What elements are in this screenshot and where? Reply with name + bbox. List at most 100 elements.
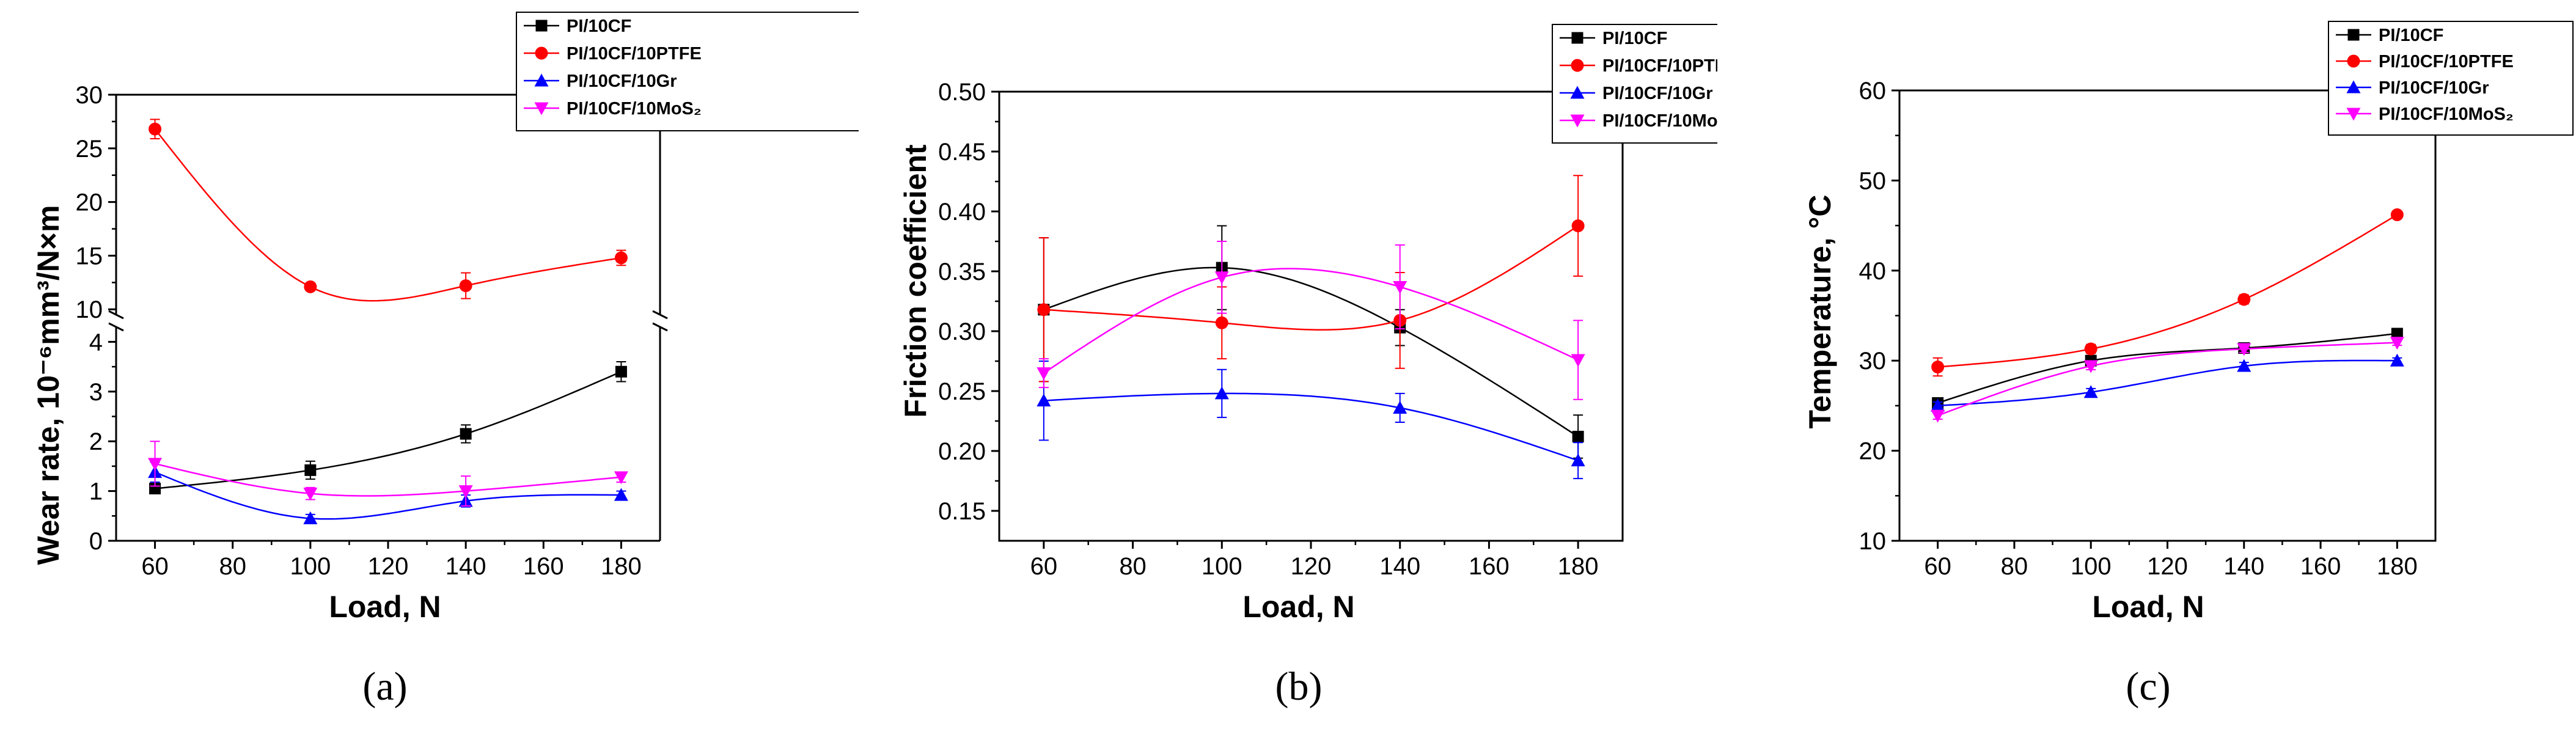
temperature-legend-label-pi-10cf-10gr: PI/10CF/10Gr — [2379, 78, 2489, 98]
wear-y-tick-label: 10 — [76, 296, 103, 323]
temperature-chart: Temperature, °C Load, N (c) 10 20 30 40 50 60… — [1803, 21, 2574, 709]
temperature-legend-marker-pi-10cf-10ptfe — [2347, 54, 2360, 68]
temperature-curve-pi-10cf-10gr — [1937, 359, 2398, 407]
temperature-y-tick-label: 40 — [1859, 258, 1887, 285]
friction-legend-marker-pi-10cf-10ptfe — [1571, 59, 1584, 72]
wear-curve-pi-10cf — [155, 371, 622, 489]
friction-curve-pi-10cf-10gr — [1043, 392, 1579, 461]
friction-x-tick-label: 80 — [1119, 553, 1147, 580]
temperature-point-pi-10cf-10gr — [2237, 359, 2251, 372]
wear-legend-label-pi-10cf-10mos-: PI/10CF/10MoS₂ — [567, 99, 702, 119]
wear-x-tick-label: 80 — [219, 553, 246, 580]
panel-label-b: (b) — [1275, 664, 1323, 709]
friction-point-pi-10cf-10mos- — [1037, 367, 1051, 381]
friction-point-pi-10cf-10mos- — [1393, 280, 1407, 294]
friction-y-tick-label: 0.30 — [938, 318, 986, 345]
temperature-x-tick-label: 140 — [2223, 553, 2264, 580]
friction-legend-marker-pi-10cf-10mos- — [1570, 114, 1585, 128]
friction-y-tick-label: 0.50 — [938, 79, 986, 106]
temperature-x-tick-label: 120 — [2147, 553, 2188, 580]
wear-legend-marker-pi-10cf-10mos- — [534, 102, 549, 115]
friction-curve-pi-10cf — [1043, 266, 1579, 438]
wear-y-tick-label: 3 — [89, 379, 103, 406]
friction-series-pi-10cf-10gr — [1037, 361, 1585, 480]
temperature-series-pi-10cf-10mos- — [1931, 337, 2404, 423]
wear-point-pi-10cf-10mos- — [303, 488, 318, 501]
friction-point-pi-10cf-10ptfe — [1215, 316, 1228, 329]
wear-series-pi-10cf — [149, 361, 627, 495]
wear-series-pi-10cf-10ptfe — [149, 119, 628, 302]
friction-x-tick-label: 60 — [1030, 553, 1058, 580]
temperature-point-pi-10cf — [2391, 328, 2403, 340]
friction-legend: PI/10CF PI/10CF/10PTFE PI/10CF/10Gr PI/10CF… — [1552, 24, 1717, 144]
friction-y-tick-label: 0.45 — [938, 139, 986, 166]
wear-x-tick-label: 140 — [446, 553, 486, 580]
friction-point-pi-10cf-10ptfe — [1037, 303, 1051, 317]
friction-x-tick-label: 100 — [1202, 553, 1242, 580]
friction-series-pi-10cf-10ptfe — [1037, 175, 1585, 383]
friction-x-tick-label: 120 — [1291, 553, 1332, 580]
wear-legend-label-pi-10cf-10ptfe: PI/10CF/10PTFE — [567, 44, 702, 64]
wear-y-tick-label: 25 — [76, 136, 103, 163]
friction-y-tick-label: 0.40 — [938, 199, 986, 225]
wear-y-tick-label: 30 — [76, 82, 103, 109]
temperature-x-tick-label: 80 — [2001, 553, 2028, 580]
wear-axis-break-mark — [108, 310, 124, 320]
wear-point-pi-10cf-10ptfe — [149, 122, 162, 136]
wear-point-pi-10cf-10mos- — [148, 458, 163, 471]
temperature-curve-pi-10cf-10ptfe — [1937, 214, 2398, 368]
temperature-x-tick-label: 100 — [2071, 553, 2112, 580]
wear-point-pi-10cf-10mos- — [614, 471, 628, 485]
wear-point-pi-10cf — [304, 464, 317, 476]
wear-axis-break-mark — [108, 322, 124, 332]
wear-point-pi-10cf-10ptfe — [304, 280, 317, 293]
friction-coefficient-chart: Friction coefficient Load, N (b) 0.15 0.2… — [898, 24, 1717, 709]
temperature-x-axis-title: Load, N — [2092, 590, 2204, 624]
temperature-series-pi-10cf-10ptfe — [1931, 208, 2404, 377]
friction-legend-label-pi-10cf-10mos-: PI/10CF/10MoS₂ — [1602, 111, 1717, 131]
friction-plot-frame — [998, 90, 1624, 542]
temperature-x-tick-label: 60 — [1924, 553, 1951, 580]
friction-legend-label-pi-10cf-10ptfe: PI/10CF/10PTFE — [1602, 56, 1717, 76]
temperature-point-pi-10cf-10mos- — [1931, 409, 1945, 423]
friction-y-tick-label: 0.35 — [938, 258, 986, 285]
friction-y-tick-label: 0.15 — [938, 498, 986, 525]
wear-rate-chart: Wear rate, 10⁻⁶mm³/N×m Load, N (a) 0 1 2 3 4… — [31, 12, 859, 709]
friction-point-pi-10cf-10gr — [1571, 453, 1585, 467]
wear-y-tick-label: 15 — [76, 243, 103, 269]
wear-legend-marker-pi-10cf-10ptfe — [535, 46, 548, 60]
friction-y-tick-label: 0.25 — [938, 378, 986, 405]
friction-curve-pi-10cf-10ptfe — [1043, 225, 1579, 331]
wear-rate-chart-panel: Wear rate, 10⁻⁶mm³/N×m Load, N (a) 0 1 2 3 4… — [0, 0, 859, 729]
wear-legend-marker-pi-10cf-10gr — [534, 73, 549, 87]
wear-legend-label-pi-10cf-10gr: PI/10CF/10Gr — [567, 71, 677, 91]
friction-x-tick-label: 160 — [1469, 553, 1510, 580]
temperature-x-tick-label: 160 — [2300, 553, 2341, 580]
temperature-series-pi-10cf-10gr — [1931, 353, 2404, 412]
temperature-legend-label-pi-10cf-10mos-: PI/10CF/10MoS₂ — [2379, 104, 2514, 124]
wear-series-pi-10cf-10mos- — [148, 441, 628, 507]
wear-point-pi-10cf — [460, 428, 472, 440]
friction-legend-marker-pi-10cf — [1571, 32, 1583, 44]
wear-point-pi-10cf-10mos- — [458, 485, 473, 499]
temperature-legend-box — [2328, 21, 2574, 136]
temperature-legend-label-pi-10cf: PI/10CF — [2379, 26, 2443, 45]
wear-point-pi-10cf-10gr — [303, 511, 318, 524]
wear-y-tick-label: 0 — [89, 528, 103, 555]
temperature-point-pi-10cf-10mos- — [2390, 337, 2404, 350]
temperature-series-pi-10cf — [1932, 328, 2403, 409]
friction-legend-label-pi-10cf: PI/10CF — [1602, 29, 1667, 48]
friction-series-pi-10cf-10mos- — [1037, 241, 1585, 400]
temperature-point-pi-10cf-10ptfe — [2237, 293, 2251, 306]
temperature-curve-pi-10cf — [1937, 332, 2398, 404]
wear-curve-pi-10cf-10mos- — [155, 463, 622, 497]
temperature-y-tick-label: 30 — [1859, 348, 1887, 375]
wear-x-tick-label: 60 — [141, 553, 169, 580]
temperature-point-pi-10cf-10gr — [2390, 353, 2404, 367]
wear-legend-label-pi-10cf: PI/10CF — [567, 16, 631, 36]
friction-point-pi-10cf-10ptfe — [1571, 219, 1585, 233]
wear-point-pi-10cf-10gr — [614, 488, 628, 501]
temperature-y-tick-label: 20 — [1859, 438, 1887, 465]
temperature-point-pi-10cf-10mos- — [2237, 343, 2251, 356]
wear-y-tick-label: 4 — [89, 329, 103, 356]
